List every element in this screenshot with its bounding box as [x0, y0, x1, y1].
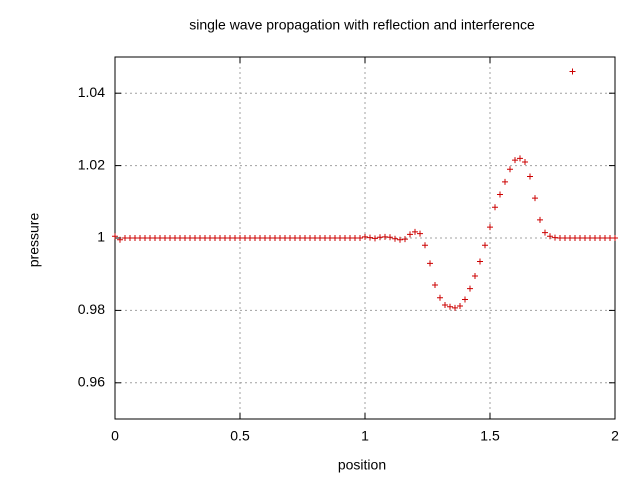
y-tick-label: 1.02: [78, 156, 105, 172]
point: [517, 155, 523, 162]
point: [547, 233, 553, 240]
x-tick-label: 2: [611, 428, 619, 444]
point: [487, 224, 493, 231]
x-tick-label: 1: [361, 428, 369, 444]
point: [532, 195, 538, 202]
point: [452, 304, 458, 311]
point: [467, 285, 473, 292]
x-tick-label: 0.5: [230, 428, 250, 444]
x-axis-label: position: [338, 457, 386, 473]
point: [372, 235, 378, 242]
point: [397, 236, 403, 243]
point: [387, 234, 393, 241]
point: [502, 178, 508, 185]
point: [402, 236, 408, 243]
point: [447, 303, 453, 310]
point: [407, 231, 413, 238]
point: [497, 191, 503, 198]
point: [492, 204, 498, 211]
point: [422, 242, 428, 249]
y-axis-label: pressure: [26, 213, 42, 268]
point: [569, 68, 576, 75]
point: [507, 166, 513, 173]
point: [482, 242, 488, 249]
point: [432, 282, 438, 289]
point: [392, 235, 398, 242]
point: [367, 234, 373, 241]
point: [612, 235, 618, 241]
point: [112, 233, 118, 240]
point: [462, 296, 468, 303]
y-tick-label: 1.04: [78, 84, 105, 100]
point: [417, 230, 423, 237]
point: [512, 157, 518, 164]
point: [442, 301, 448, 308]
point: [357, 235, 363, 241]
point: [412, 228, 418, 235]
chart-title: single wave propagation with reflection …: [189, 17, 535, 33]
point: [537, 216, 543, 223]
point: [477, 258, 483, 265]
point: [472, 273, 478, 280]
y-tick-label: 0.96: [78, 374, 105, 390]
x-tick-label: 0: [111, 428, 119, 444]
point: [437, 294, 443, 301]
point: [427, 260, 433, 267]
x-tick-label: 1.5: [480, 428, 500, 444]
point: [522, 158, 528, 165]
y-tick-label: 0.98: [78, 301, 105, 317]
point: [117, 236, 123, 243]
point: [362, 233, 368, 240]
point: [457, 303, 463, 310]
y-tick-label: 1: [97, 229, 105, 245]
point: [542, 229, 548, 236]
point: [527, 173, 533, 180]
